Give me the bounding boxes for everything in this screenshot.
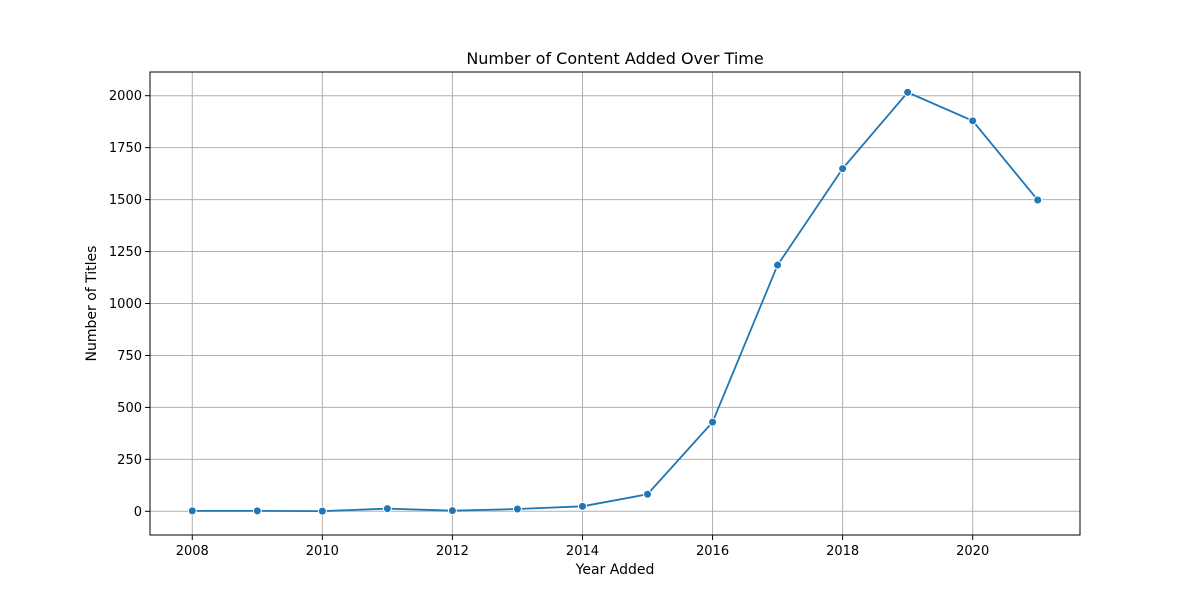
data-point [643, 489, 653, 499]
y-tick-label: 2000 [109, 89, 142, 104]
data-point [773, 260, 783, 270]
y-tick-label: 1500 [109, 193, 142, 208]
data-point [968, 116, 978, 126]
y-tick-label: 250 [117, 453, 142, 468]
x-tick-label: 2016 [696, 544, 729, 559]
series-layer [187, 87, 1043, 516]
y-tick-label: 1250 [109, 245, 142, 260]
x-tick-label: 2008 [176, 544, 209, 559]
data-point [512, 504, 522, 514]
x-tick-label: 2010 [306, 544, 339, 559]
y-tick-label: 1750 [109, 141, 142, 156]
y-tick-label: 500 [117, 401, 142, 416]
y-axis-label: Number of Titles [84, 246, 100, 362]
series-line [192, 91, 1039, 513]
data-point [382, 504, 392, 514]
data-point [577, 501, 587, 511]
data-point [252, 506, 262, 516]
x-axis-label: Year Added [575, 562, 655, 578]
data-point [838, 164, 848, 174]
data-point [187, 506, 197, 516]
grid [150, 72, 1080, 535]
x-tick-label: 2012 [436, 544, 469, 559]
axis-ticks: 2008 2010 2012 2014 2016 2018 2020 0 250 500 750 10… [109, 89, 989, 559]
y-tick-label: 750 [117, 349, 142, 364]
data-point [447, 506, 457, 516]
chart-title: Number of Content Added Over Time [466, 49, 763, 68]
x-tick-label: 2018 [826, 544, 859, 559]
data-point [903, 87, 913, 97]
y-tick-label: 0 [134, 505, 142, 520]
data-point [1033, 195, 1043, 205]
x-tick-label: 2020 [956, 544, 989, 559]
data-point [317, 506, 327, 516]
x-tick-label: 2014 [566, 544, 599, 559]
data-point [708, 417, 718, 427]
y-tick-label: 1000 [109, 297, 142, 312]
